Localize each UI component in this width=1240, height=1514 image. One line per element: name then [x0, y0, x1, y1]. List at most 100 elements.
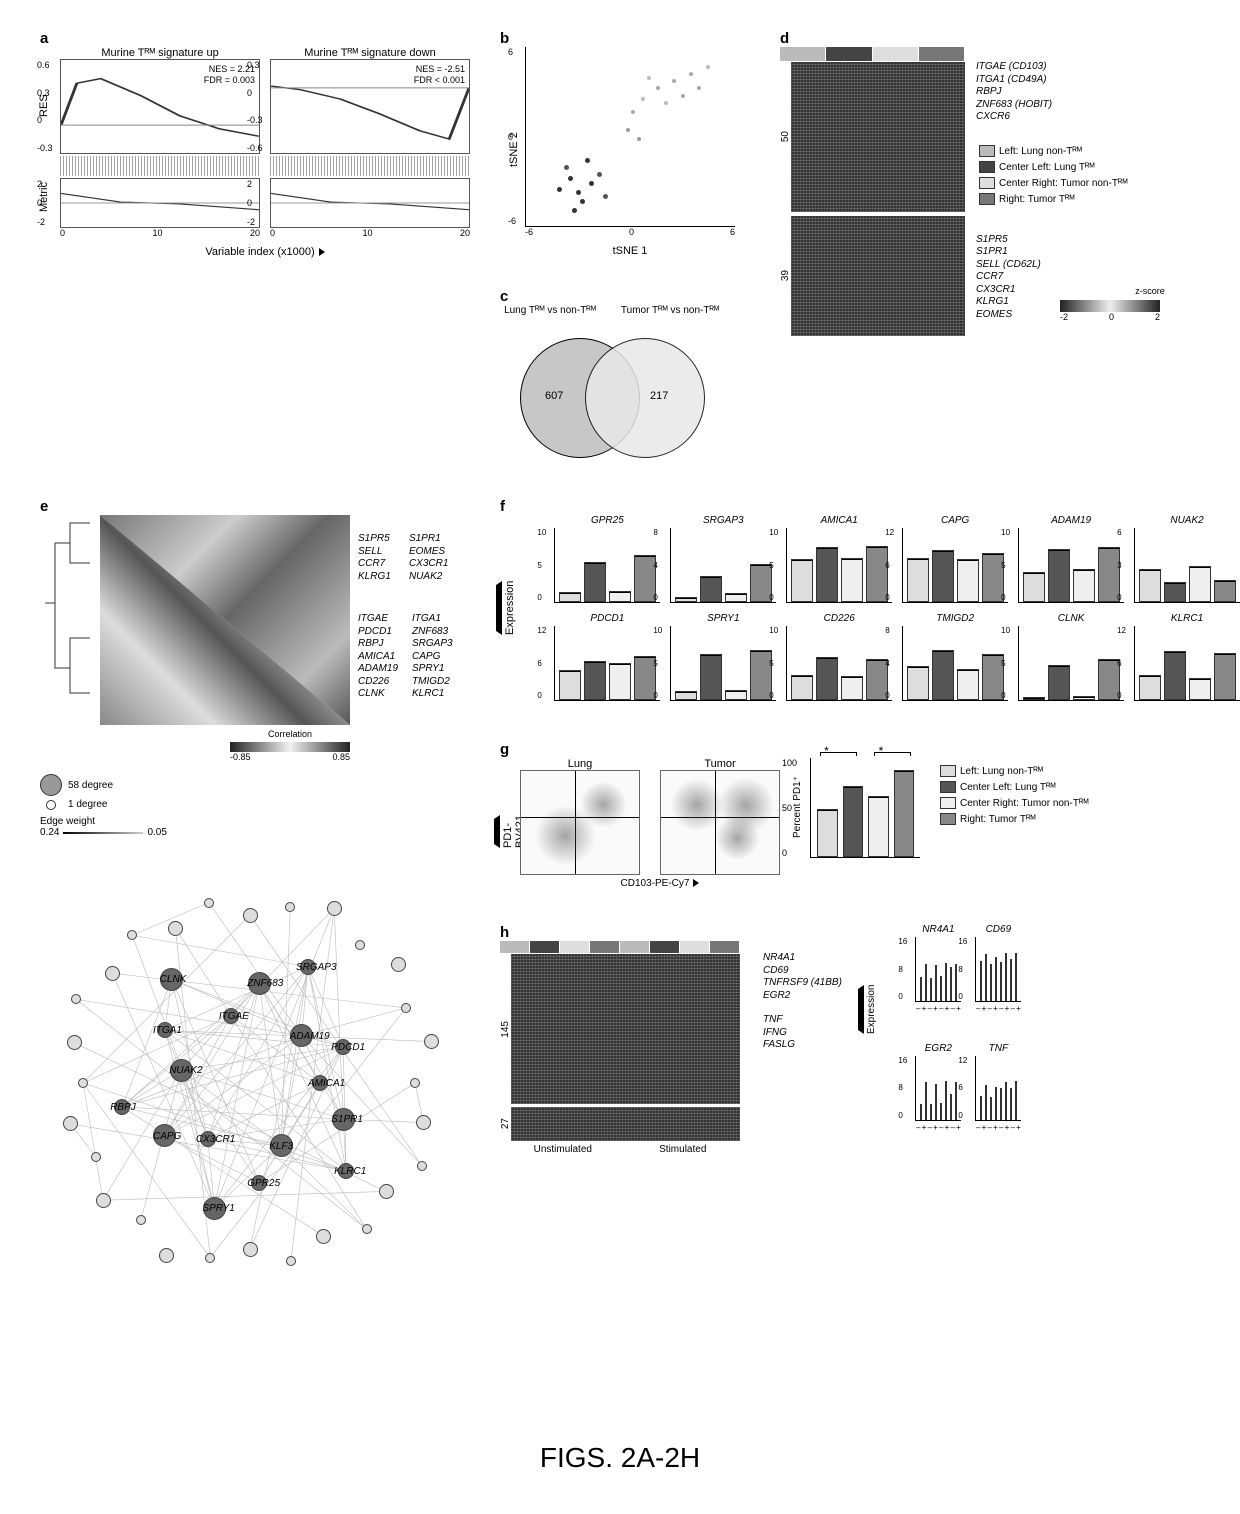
network-node — [96, 1193, 111, 1208]
bar — [1000, 1088, 1002, 1120]
bar — [920, 1104, 922, 1120]
network-node-label: CAPG — [153, 1131, 181, 1142]
bar — [945, 963, 947, 1001]
tsne-point — [572, 208, 577, 213]
panel-e-label: e — [40, 498, 470, 515]
bar — [945, 1081, 947, 1119]
network-node-label: SPRY1 — [202, 1203, 234, 1214]
panel-c-label: c — [500, 288, 750, 305]
network-node-label: CLNK — [160, 974, 187, 985]
bar — [1048, 549, 1070, 602]
bar — [990, 1097, 992, 1119]
bar — [725, 690, 747, 700]
bar — [980, 961, 982, 1001]
network-node-label: ADAM19 — [290, 1031, 330, 1042]
bar — [955, 1082, 957, 1120]
bar — [940, 1103, 942, 1120]
tsne-point — [664, 101, 668, 105]
tsne-x-label: tSNE 1 — [525, 245, 735, 257]
d-top-genes: ITGAE (CD103)ITGA1 (CD49A)RBPJZNF683 (HO… — [971, 61, 1128, 124]
d-bot-genes: S1PR5S1PR1SELL (CD62L)CCR7CX3CR1KLRG1EOM… — [971, 234, 1128, 322]
heatmap-top — [791, 62, 965, 212]
tsne-point — [631, 110, 635, 114]
bar — [985, 954, 987, 1001]
bar — [907, 558, 929, 602]
panel-b: b tSNE 2 60-6 -606 tSNE 1 — [500, 30, 750, 258]
bar — [1023, 697, 1045, 700]
gsea-up-plot: 0.60.30-0.3 NES = 2.21FDR = 0.003 — [60, 59, 260, 154]
tsne-point — [557, 187, 562, 192]
bar — [935, 1084, 937, 1120]
heatmap-legend: Left: Lung non-TᴿᴹCenter Left: Lung TᴿᴹC… — [979, 144, 1128, 208]
bar — [1214, 653, 1236, 700]
bar — [980, 1096, 982, 1120]
bar — [995, 957, 997, 1001]
h-bars-grid: NR4A11680–+–+–+–+CD691680–+–+–+–+EGR2168… — [915, 924, 1021, 1155]
gsea-up: Murine Tᴿᴹ signature up 0.60.30-0.3 NES … — [60, 47, 260, 238]
network-node-label: KLRC1 — [334, 1166, 366, 1177]
bar — [1005, 953, 1007, 1001]
bar — [1048, 665, 1070, 700]
bar — [1010, 1088, 1012, 1119]
bar — [1000, 962, 1002, 1001]
bar — [1189, 678, 1211, 700]
tsne-point — [689, 72, 693, 76]
heatmap-header — [780, 47, 965, 61]
network-node — [379, 1184, 394, 1199]
panel-c: c Lung Tᴿᴹ vs non-Tᴿᴹ Tumor Tᴿᴹ vs non-T… — [500, 288, 750, 468]
bar — [1005, 1082, 1007, 1119]
metric-down-plot: 20-2 — [270, 178, 470, 228]
tsne-point — [603, 194, 608, 199]
tsne-point — [672, 79, 676, 83]
bar — [1164, 582, 1186, 602]
panel-a-label: a — [40, 30, 470, 47]
bar — [957, 669, 979, 700]
gsea-down-plot: 0.30-0.3-0.6 NES = -2.51FDR < 0.001 — [270, 59, 470, 154]
panel-f: f Expression GPR251050SRGAP3840AMICA1105… — [500, 498, 1240, 701]
h-heatmap-bot — [511, 1107, 740, 1141]
tsne-point — [697, 86, 701, 90]
network-node-label: RBPJ — [110, 1102, 136, 1113]
network-node — [327, 901, 342, 916]
network-node — [168, 921, 183, 936]
venn-right-n: 217 — [650, 390, 668, 402]
panel-d-label: d — [780, 30, 1240, 47]
bar — [791, 675, 813, 700]
bar — [841, 676, 863, 700]
network-node — [243, 908, 258, 923]
network-node-label: SRGAP3 — [296, 962, 337, 973]
h-genes: NR4A1CD69TNFRSF9 (41BB)EGR2TNFIFNGFASLG — [758, 952, 842, 1155]
panel-d: d 50 39 ITGAE (CD103)ITGA1 (CD49A)RBPJZN… — [780, 30, 1240, 468]
d-top-n: 50 — [780, 131, 791, 142]
h-heatmap-header — [500, 941, 740, 953]
bar — [868, 796, 889, 857]
bar — [559, 670, 581, 700]
panel-g-legend: Left: Lung non-TᴿᴹCenter Left: Lung TᴿᴹC… — [940, 764, 1089, 828]
h-heatmap-top — [511, 954, 740, 1104]
bar — [841, 558, 863, 602]
network-node — [316, 1229, 331, 1244]
pd1-bars: * * — [810, 758, 920, 858]
bar — [935, 965, 937, 1001]
bar — [700, 576, 722, 602]
bar — [950, 967, 952, 1001]
h-ylabel: Expression — [858, 985, 1089, 1034]
venn-diagram: 607 217 — [500, 318, 720, 468]
bar — [1189, 566, 1211, 602]
figure-grid: a RES Metric Murine Tᴿᴹ signature up 0.6… — [40, 30, 1200, 1293]
bar — [675, 691, 697, 700]
facs-tumor — [660, 770, 780, 875]
bar — [1010, 959, 1012, 1001]
tsne-point — [564, 165, 569, 170]
dendrogram-icon — [40, 498, 95, 708]
panel-h: h 145 27 UnstimulatedStimulated NR4A1CD6… — [500, 924, 1240, 1155]
network-node-label: ZNF683 — [247, 978, 283, 989]
bar — [925, 1082, 927, 1120]
network-node-label: ITGAE — [219, 1011, 249, 1022]
network-node-label: ITGA1 — [153, 1025, 182, 1036]
tsne-point — [576, 190, 581, 195]
panel-g-label: g — [500, 741, 1240, 758]
bar — [985, 1085, 987, 1120]
bar — [1015, 953, 1017, 1001]
panel-a: a RES Metric Murine Tᴿᴹ signature up 0.6… — [40, 30, 470, 258]
